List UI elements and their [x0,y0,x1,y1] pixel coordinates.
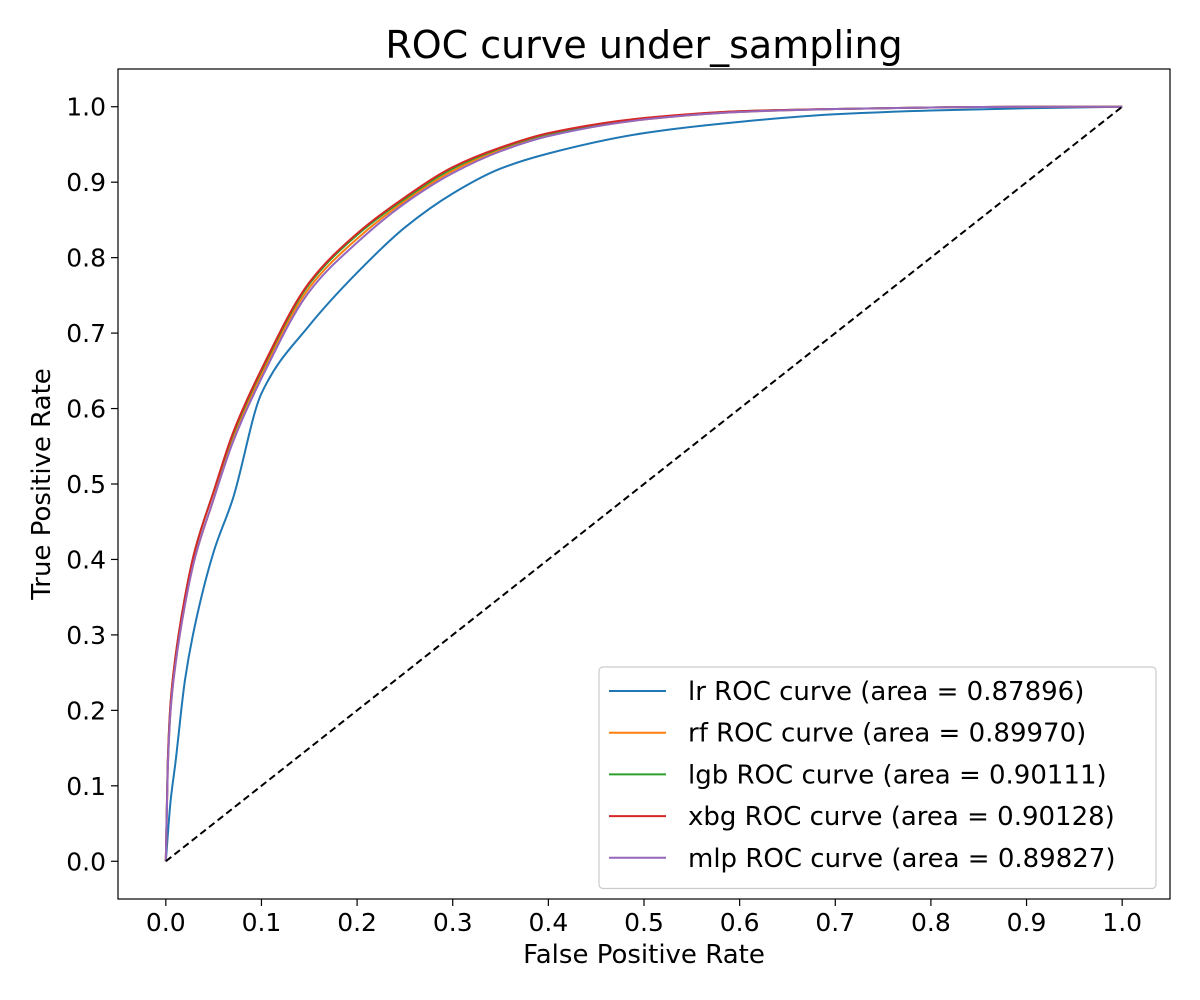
x-tick-label: 0.7 [815,908,855,937]
diagonal-reference-line [165,105,1123,863]
y-tick-label: 0.3 [66,621,106,650]
chart-title: ROC curve under_sampling [385,23,902,67]
y-tick-label: 0.0 [66,847,106,876]
x-tick-label: 0.5 [624,908,664,937]
y-tick-label: 0.5 [66,470,106,499]
x-tick-label: 0.8 [911,908,951,937]
legend-label: mlp ROC curve (area = 0.89827) [688,844,1115,874]
series-line-5 [164,105,1123,862]
x-tick-label: 0.2 [337,908,377,937]
x-tick-label: 0.9 [1007,908,1047,937]
x-axis: 0.0 0.1 0.2 0.3 0.4 0.5 0.6 0.7 0.8 0.9 1.0 [146,899,1142,937]
y-tick-label: 1.0 [66,93,106,122]
series-layer [164,105,1123,863]
legend-box [598,666,1157,890]
x-tick-label: 0.1 [242,908,282,937]
y-tick-label: 0.8 [66,244,106,273]
y-tick-label: 0.9 [66,168,106,197]
x-tick-label: 0.3 [433,908,473,937]
x-tick-label: 1.0 [1102,908,1142,937]
series-line-1 [164,105,1123,862]
y-tick-label: 0.2 [66,696,106,725]
x-tick-label: 0.6 [720,908,760,937]
legend-label: lr ROC curve (area = 0.87896) [688,677,1084,707]
y-tick-label: 0.1 [66,772,106,801]
legend: lr ROC curve (area = 0.87896) rf ROC curv… [598,666,1157,890]
y-axis: 0.0 0.1 0.2 0.3 0.4 0.5 0.6 0.7 0.8 0.9 1.0 [66,93,118,876]
legend-label: rf ROC curve (area = 0.89970) [688,719,1086,749]
y-tick-label: 0.6 [66,395,106,424]
legend-label: xbg ROC curve (area = 0.90128) [688,802,1115,832]
x-tick-label: 0.4 [528,908,568,937]
y-axis-label: True Positive Rate [27,368,57,601]
x-axis-label: False Positive Rate [523,940,765,970]
y-tick-label: 0.7 [66,319,106,348]
y-tick-label: 0.4 [66,545,106,574]
legend-label: lgb ROC curve (area = 0.90111) [688,760,1107,790]
x-tick-label: 0.0 [146,908,186,937]
